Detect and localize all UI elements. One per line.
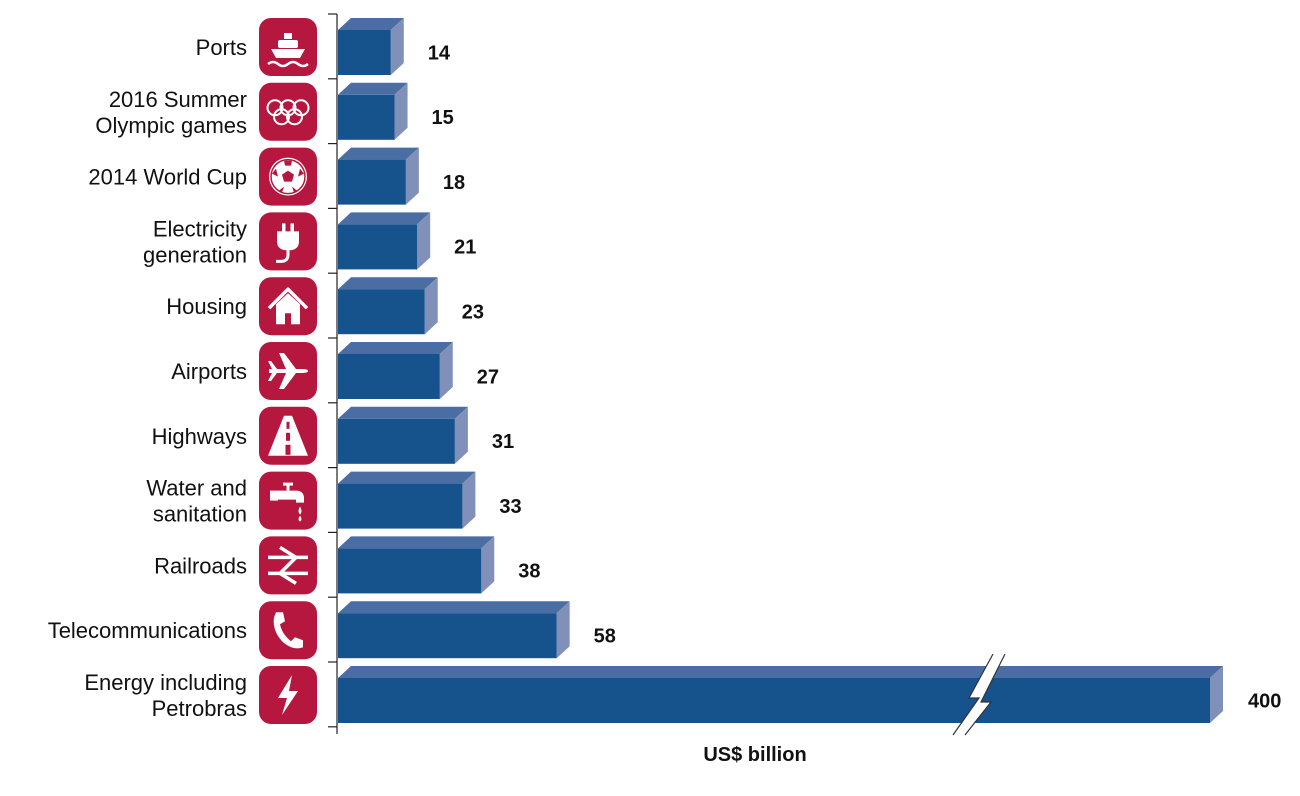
ship-icon: [259, 18, 317, 76]
bar-side-face: [462, 471, 476, 529]
bar-side-face: [405, 147, 419, 205]
category-label: Water and sanitation: [146, 476, 247, 527]
bar-top-face: [338, 82, 408, 95]
bar: [338, 224, 418, 270]
bar: [338, 159, 406, 205]
bar-side-face: [556, 601, 570, 659]
axis-break-gap: [953, 654, 1005, 735]
faucet-icon: [259, 471, 317, 530]
data-label: 23: [462, 301, 484, 323]
category-label: Telecommunications: [48, 618, 247, 643]
bar-top-face: [338, 601, 570, 614]
category-label: Energy including Petrobras: [84, 670, 247, 721]
category-label: Ports: [196, 35, 247, 60]
category-label: Electricity generation: [143, 216, 247, 267]
bar: [338, 678, 1210, 723]
bar-side-face: [394, 82, 408, 140]
bar-top-face: [338, 536, 495, 549]
data-label: 400: [1248, 690, 1281, 712]
data-label: 33: [499, 496, 521, 518]
data-label: 27: [477, 366, 499, 388]
plug-icon: [259, 212, 317, 271]
bar-top-face: [338, 666, 1223, 678]
data-label: 14: [428, 42, 451, 64]
airplane-icon: [259, 342, 317, 400]
category-label: Airports: [171, 359, 247, 384]
telephone-icon: [259, 601, 317, 660]
bar-top-face: [338, 277, 438, 290]
bar-top-face: [338, 212, 431, 225]
category-label: 2014 World Cup: [88, 165, 247, 190]
highway-icon: [259, 406, 317, 465]
house-icon: [259, 277, 317, 336]
bar-side-face: [390, 18, 404, 75]
bar: [338, 30, 391, 75]
railway-icon: [259, 536, 317, 595]
bar-side-face: [1210, 666, 1223, 723]
data-label: 38: [518, 561, 540, 583]
category-label: Housing: [166, 294, 247, 319]
bar-top-face: [338, 18, 404, 30]
olympic-rings-icon: [259, 82, 317, 141]
axis-break-mark: [952, 653, 994, 736]
bar: [338, 613, 557, 659]
data-label: 15: [432, 107, 454, 129]
data-label: 21: [454, 237, 476, 259]
bar-top-face: [338, 406, 468, 419]
lightning-icon: [259, 666, 317, 724]
bar-side-face: [417, 212, 431, 270]
bar-top-face: [338, 471, 476, 484]
axis-break-mark: [964, 653, 1006, 736]
bar: [338, 289, 425, 335]
category-label: Highways: [152, 424, 247, 449]
x-axis-label: US$ billion: [703, 744, 807, 766]
bar-side-face: [439, 342, 453, 399]
bar-side-face: [481, 536, 495, 594]
soccer-ball-icon: [259, 147, 317, 206]
category-label: 2016 Summer Olympic games: [95, 87, 247, 138]
category-label: Railroads: [154, 553, 247, 578]
bar-top-face: [338, 342, 453, 354]
bar: [338, 354, 440, 399]
bar: [338, 483, 463, 529]
data-label: 18: [443, 172, 465, 194]
data-label: 58: [594, 625, 616, 647]
data-label: 31: [492, 431, 514, 453]
bar-side-face: [424, 277, 438, 335]
bar-top-face: [338, 147, 419, 160]
bar-side-face: [454, 406, 468, 464]
bar: [338, 548, 482, 594]
bar: [338, 418, 455, 464]
bar: [338, 94, 395, 140]
